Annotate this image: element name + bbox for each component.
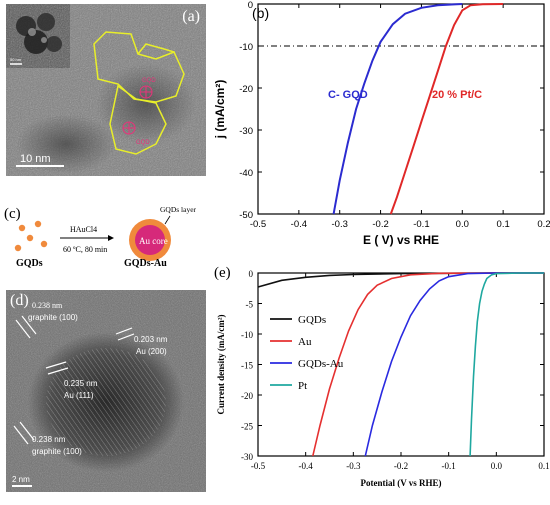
panel-d-graphic: 0.238 nm graphite (100) 0.203 nm Au (200… xyxy=(6,290,206,492)
d-annot-2-plane: Au (200) xyxy=(136,347,167,356)
d-annot-3-d: 0.235 nm xyxy=(64,379,98,388)
panel-e-label: (e) xyxy=(214,265,231,281)
series-line xyxy=(389,3,504,215)
d-annot-4-plane: graphite (100) xyxy=(32,447,82,456)
y-axis-label: j (mA/cm²) xyxy=(213,80,227,140)
gqds-au-label: GQDs-Au xyxy=(124,258,167,269)
x-tick-label: -0.5 xyxy=(250,219,266,230)
legend-label: Au xyxy=(298,336,312,348)
x-tick-label: -0.5 xyxy=(251,461,266,471)
gqd-annotation-1: GQD xyxy=(142,78,156,84)
x-tick-label: 0.0 xyxy=(456,219,469,230)
plot-frame xyxy=(257,3,545,215)
panel-d-label: (d) xyxy=(10,292,29,309)
panel-b-svg: -0.5 -0.4 -0.3 -0.2 -0.1 0.0 0.1 0.2 0 -10 -20 -30 -… xyxy=(213,0,550,247)
y-tick-label: 0 xyxy=(249,269,254,279)
panel-a-scalebar: 10 nm xyxy=(20,153,51,165)
y-tick-label: -20 xyxy=(241,391,253,401)
gqd-outline xyxy=(109,84,167,155)
panel-c-svg: (c) GQDs HAuCl4 60 ºC, 80 min Au core GQ… xyxy=(4,205,197,269)
legend-label: GQDs-Au xyxy=(298,358,344,370)
panel-e-svg: -0.5 -0.4 -0.3 -0.2 -0.1 0.0 0.1 0 -5 -10 -15 -20 -2… xyxy=(214,265,550,488)
arrow-head xyxy=(108,235,114,241)
x-axis-label: E ( V) vs RHE xyxy=(363,233,439,247)
y-tick-label: -5 xyxy=(246,300,254,310)
series-line xyxy=(469,272,544,457)
gqd-marker xyxy=(122,121,136,135)
x-tick-label: 0.1 xyxy=(538,461,549,471)
gqds-label: GQDs xyxy=(16,258,43,269)
panel-a-label: (a) xyxy=(182,8,200,25)
y-tick-label: 0 xyxy=(248,0,253,11)
panel-c-schematic: (c) GQDs HAuCl4 60 ºC, 80 min Au core GQ… xyxy=(0,200,215,270)
gqd-annotation-2: GQD xyxy=(136,140,150,146)
y-tick-label: -15 xyxy=(241,361,253,371)
d-annot-3-plane: Au (111) xyxy=(64,391,94,400)
x-tick-label: 0.1 xyxy=(497,219,510,230)
core-label: Au core xyxy=(139,236,168,246)
y-tick-label: -20 xyxy=(239,84,253,95)
panel-d-hrtem-image: 0.238 nm graphite (100) 0.203 nm Au (200… xyxy=(6,290,206,492)
panel-a-tem-image: GQD GQD 50 nm 10 nm (a) xyxy=(6,4,206,176)
x-tick-label: 0.0 xyxy=(491,461,503,471)
y-tick-label: -40 xyxy=(239,168,253,179)
y-tick-label: -10 xyxy=(239,42,253,53)
series-label-ptc: 20 % Pt/C xyxy=(432,89,482,101)
d-annot-4-d: 0.238 nm xyxy=(32,435,66,444)
x-tick-label: -0.3 xyxy=(332,219,348,230)
x-tick-label: -0.2 xyxy=(394,461,408,471)
y-tick-label: -50 xyxy=(239,210,253,221)
series-label-cgqd: C- GQD xyxy=(328,89,368,101)
x-tick-label: -0.3 xyxy=(346,461,361,471)
d-annot-1-plane: graphite (100) xyxy=(28,313,78,322)
x-tick-label: -0.1 xyxy=(413,219,429,230)
series-line xyxy=(312,272,544,457)
reagent-label: HAuCl4 xyxy=(70,225,97,234)
series-line xyxy=(364,272,544,457)
panel-b-chart: -0.5 -0.4 -0.3 -0.2 -0.1 0.0 0.1 0.2 0 -10 -20 -30 -… xyxy=(210,0,550,250)
y-tick-label: -30 xyxy=(241,452,253,462)
panel-c-label: (c) xyxy=(4,206,21,222)
y-axis-label: Current density (mA/cm²) xyxy=(216,314,226,414)
d-annot-1-d: 0.238 nm xyxy=(32,301,63,310)
x-tick-label: -0.4 xyxy=(291,219,307,230)
conditions-label: 60 ºC, 80 min xyxy=(63,245,107,254)
panel-b-label: (b) xyxy=(252,5,269,21)
series-line xyxy=(332,3,463,215)
y-tick-label: -30 xyxy=(239,126,253,137)
x-tick-label: -0.1 xyxy=(442,461,456,471)
shell-label: GQDs layer xyxy=(160,205,197,214)
gqd-dots xyxy=(14,220,48,252)
x-tick-label: 0.2 xyxy=(537,219,550,230)
gqd-outline xyxy=(137,43,175,55)
legend-label: Pt xyxy=(298,380,307,392)
gqd-marker xyxy=(139,85,153,99)
gqd-outline xyxy=(93,31,185,103)
legend-label: GQDs xyxy=(298,314,326,326)
panel-d-scalebar: 2 nm xyxy=(12,475,30,484)
x-axis-label: Potential (V vs RHE) xyxy=(360,478,441,488)
x-tick-label: -0.4 xyxy=(299,461,314,471)
panel-e-chart: -0.5 -0.4 -0.3 -0.2 -0.1 0.0 0.1 0 -5 -10 -15 -20 -2… xyxy=(210,255,550,500)
panel-a-graphic: GQD GQD 50 nm 10 nm xyxy=(6,4,206,176)
d-annot-2-d: 0.203 nm xyxy=(134,335,168,344)
y-tick-label: -25 xyxy=(241,422,253,432)
au-core xyxy=(135,225,165,255)
y-tick-label: -10 xyxy=(241,330,253,340)
x-tick-label: -0.2 xyxy=(372,219,388,230)
inset-scale-label: 50 nm xyxy=(10,57,22,62)
